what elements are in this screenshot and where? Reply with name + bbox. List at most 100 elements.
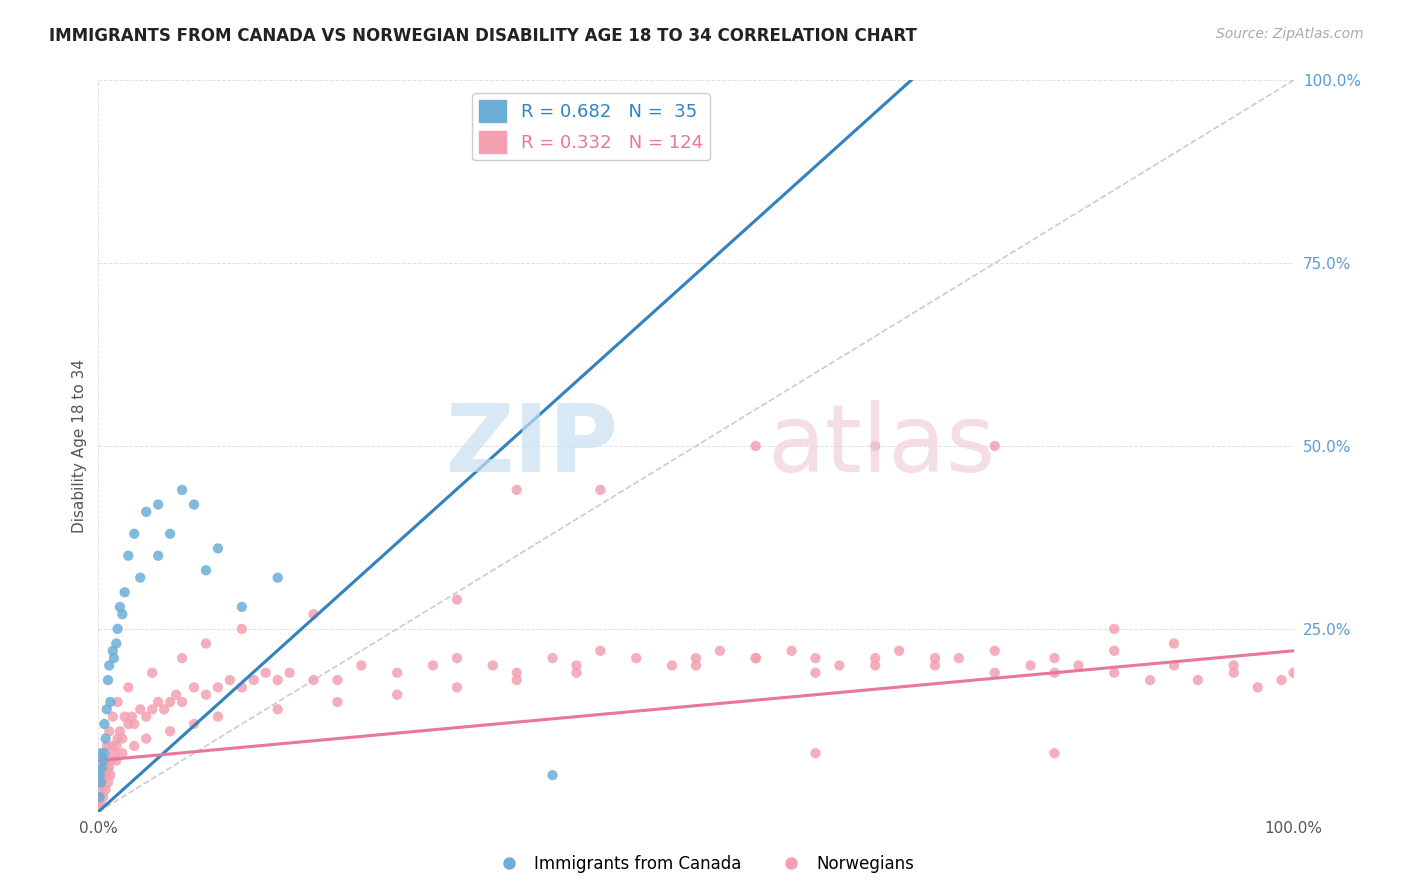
Immigrants from Canada [148, 549, 170, 563]
Norwegians [804, 665, 827, 680]
Immigrants from Canada [159, 526, 181, 541]
Norwegians [865, 658, 887, 673]
Norwegians [114, 709, 136, 723]
Immigrants from Canada [97, 673, 120, 687]
Norwegians [231, 622, 253, 636]
Norwegians [685, 651, 707, 665]
Norwegians [278, 665, 301, 680]
Immigrants from Canada [98, 658, 121, 673]
Norwegians [107, 731, 129, 746]
Norwegians [103, 746, 125, 760]
Norwegians [121, 709, 143, 723]
Norwegians [111, 746, 134, 760]
Norwegians [89, 790, 111, 805]
Norwegians [124, 739, 146, 753]
Legend: Immigrants from Canada, Norwegians: Immigrants from Canada, Norwegians [485, 848, 921, 880]
Norwegians [1223, 665, 1246, 680]
Norwegians [302, 673, 325, 687]
Y-axis label: Disability Age 18 to 34: Disability Age 18 to 34 [72, 359, 87, 533]
Norwegians [326, 673, 349, 687]
Norwegians [93, 761, 115, 775]
Norwegians [183, 717, 205, 731]
Norwegians [172, 651, 194, 665]
Immigrants from Canada [93, 717, 115, 731]
Norwegians [481, 658, 505, 673]
Norwegians [865, 439, 887, 453]
Norwegians [685, 658, 707, 673]
Norwegians [626, 651, 648, 665]
Norwegians [446, 681, 468, 695]
Norwegians [91, 768, 114, 782]
Text: atlas: atlas [768, 400, 995, 492]
Norwegians [207, 681, 229, 695]
Norwegians [506, 665, 529, 680]
Norwegians [541, 651, 564, 665]
Norwegians [159, 695, 181, 709]
Text: Source: ZipAtlas.com: Source: ZipAtlas.com [1216, 27, 1364, 41]
Norwegians [101, 709, 124, 723]
Norwegians [195, 636, 218, 650]
Norwegians [1187, 673, 1209, 687]
Norwegians [94, 768, 117, 782]
Norwegians [709, 644, 731, 658]
Norwegians [107, 695, 129, 709]
Immigrants from Canada [124, 526, 146, 541]
Immigrants from Canada [89, 790, 111, 805]
Norwegians [97, 775, 120, 789]
Norwegians [135, 731, 157, 746]
Immigrants from Canada [103, 651, 125, 665]
Norwegians [98, 724, 121, 739]
Norwegians [1104, 665, 1126, 680]
Norwegians [1163, 636, 1185, 650]
Norwegians [141, 702, 163, 716]
Norwegians [124, 717, 146, 731]
Immigrants from Canada [107, 622, 129, 636]
Norwegians [1067, 658, 1090, 673]
Norwegians [96, 761, 118, 775]
Norwegians [924, 658, 946, 673]
Norwegians [89, 775, 111, 789]
Norwegians [446, 651, 468, 665]
Norwegians [98, 761, 121, 775]
Norwegians [97, 754, 120, 768]
Immigrants from Canada [90, 746, 112, 760]
Norwegians [108, 724, 131, 739]
Norwegians [183, 681, 205, 695]
Immigrants from Canada [94, 731, 117, 746]
Norwegians [153, 702, 176, 716]
Immigrants from Canada [89, 768, 111, 782]
Norwegians [1043, 665, 1066, 680]
Norwegians [422, 658, 444, 673]
Norwegians [1043, 651, 1066, 665]
Immigrants from Canada [96, 702, 118, 716]
Norwegians [98, 768, 122, 782]
Norwegians [91, 775, 114, 789]
Norwegians [565, 658, 588, 673]
Norwegians [96, 739, 118, 753]
Norwegians [589, 483, 612, 497]
Immigrants from Canada [114, 585, 136, 599]
Norwegians [111, 731, 134, 746]
Norwegians [745, 651, 768, 665]
Norwegians [804, 651, 827, 665]
Immigrants from Canada [541, 146, 564, 161]
Immigrants from Canada [207, 541, 229, 556]
Immigrants from Canada [129, 571, 152, 585]
Norwegians [1282, 665, 1305, 680]
Immigrants from Canada [91, 761, 114, 775]
Norwegians [446, 592, 468, 607]
Norwegians [1163, 658, 1185, 673]
Norwegians [1104, 622, 1126, 636]
Immigrants from Canada [91, 754, 114, 768]
Norwegians [91, 790, 114, 805]
Norwegians [984, 665, 1007, 680]
Norwegians [302, 607, 325, 622]
Immigrants from Canada [117, 549, 139, 563]
Immigrants from Canada [90, 775, 112, 789]
Norwegians [90, 797, 112, 812]
Immigrants from Canada [231, 599, 253, 614]
Norwegians [924, 651, 946, 665]
Norwegians [889, 644, 911, 658]
Immigrants from Canada [267, 571, 290, 585]
Norwegians [948, 651, 970, 665]
